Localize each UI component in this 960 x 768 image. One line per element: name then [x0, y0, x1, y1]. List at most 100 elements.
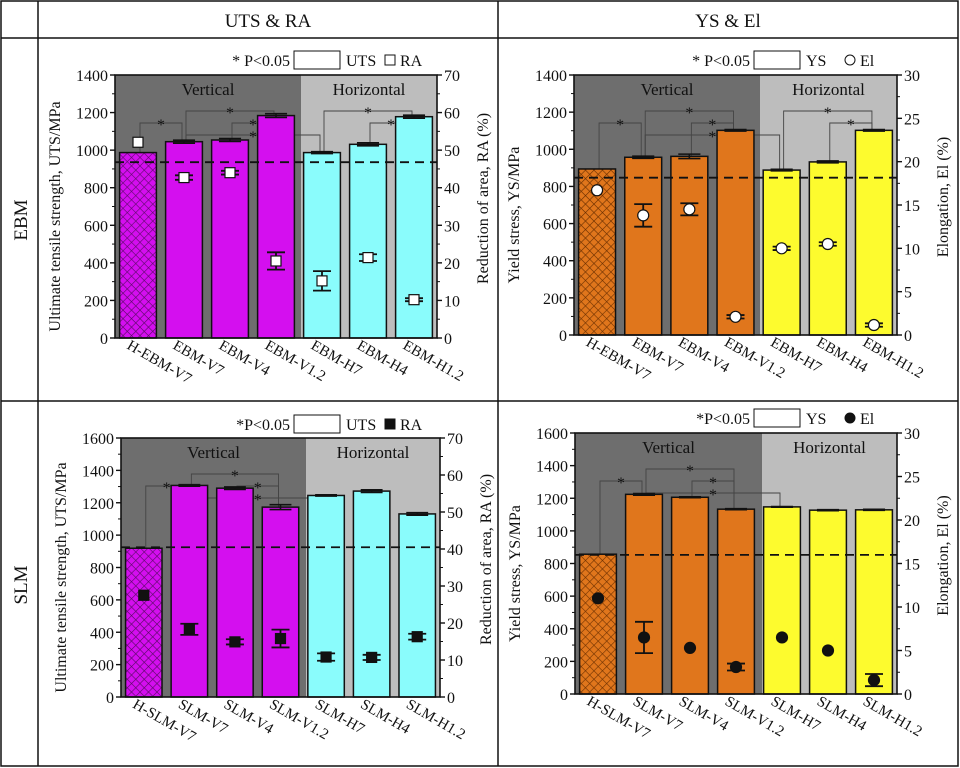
significance-bracket — [599, 480, 643, 555]
bar-error-bar — [269, 503, 292, 511]
chart-panel-2: Vertical Horizontal******0200400600800100… — [506, 50, 952, 385]
marker-SLM-V1.2 — [729, 660, 743, 674]
marker-EBM-V1.2 — [729, 310, 742, 323]
y-tick-label: 1600 — [82, 431, 114, 448]
y-axis-label: Yield stress, YS/MPa — [506, 147, 523, 284]
legend-marker-swatch — [844, 412, 856, 424]
legend: *P<0.05 UTS RA — [236, 414, 423, 434]
x-tick-label: EBM-H1.2 — [400, 338, 466, 385]
y2-tick-label: 25 — [904, 470, 920, 487]
legend-bar-label: YS — [806, 53, 826, 70]
x-tick-label: SLM-H1.2 — [860, 694, 925, 741]
y-tick-label: 800 — [84, 181, 108, 198]
legend-marker-swatch — [384, 54, 396, 66]
y2-tick-label: 70 — [447, 431, 463, 448]
y-tick-label: 0 — [560, 687, 568, 704]
marker-SLM-H4 — [821, 644, 835, 657]
y2-axis-label: Reduction of area, RA (%) — [478, 474, 495, 645]
y2-tick-label: 30 — [904, 68, 920, 85]
bar-SLM-V4 — [215, 487, 254, 698]
marker-H-SLM-V7 — [138, 589, 150, 601]
y-tick-label: 1200 — [535, 105, 567, 122]
bar-SLM-H4 — [352, 490, 391, 698]
y-tick-label: 1200 — [536, 491, 568, 508]
legend-bar-swatch — [753, 408, 801, 428]
marker-H-EBM-V7 — [590, 184, 604, 197]
significance-asterisk: * — [709, 475, 717, 492]
marker-EBM-V1.2 — [270, 255, 282, 267]
chart-panel-4: Vertical Horizontal****020040060080010001… — [507, 408, 952, 743]
x-tick-label: SLM-V4 — [676, 694, 731, 735]
significance-asterisk: * — [709, 487, 717, 504]
bar-error-bar — [264, 112, 288, 119]
x-tick-label: EBM-H4 — [354, 338, 411, 380]
y-tick-label: 200 — [544, 654, 568, 671]
y-tick-label: 200 — [90, 658, 114, 675]
y-tick-label: 1400 — [82, 463, 114, 480]
significance-bracket — [644, 110, 734, 158]
row-header-slm: SLM — [11, 565, 32, 604]
group-label-horizontal: Horizontal — [793, 438, 866, 457]
significance-asterisk: * — [617, 475, 625, 492]
bar-SLM-H7 — [307, 494, 346, 698]
x-tick-label: SLM-H4 — [814, 694, 869, 735]
significance-bracket — [185, 134, 321, 153]
bar-H-SLM-V7 — [124, 547, 163, 698]
significance-asterisk: * — [708, 117, 716, 134]
y-tick-label: 800 — [543, 179, 567, 196]
bar-SLM-H1.2 — [854, 509, 894, 695]
significance-asterisk: * — [249, 117, 257, 134]
bar-error-bar — [178, 483, 201, 488]
y2-tick-label: 0 — [904, 687, 912, 704]
significance-asterisk: * — [226, 105, 234, 122]
group-label-vertical: Vertical — [642, 438, 695, 457]
y2-tick-label: 0 — [447, 690, 455, 707]
chart-panels: Vertical Horizontal******0200400600800100… — [47, 50, 952, 746]
bar-SLM-V7 — [624, 493, 664, 695]
chart-panel-1: Vertical Horizontal******0200400600800100… — [47, 50, 492, 388]
y-tick-label: 1000 — [76, 143, 108, 160]
bar-EBM-V4 — [670, 155, 709, 336]
bar-error-bar — [632, 492, 656, 496]
y-tick-label: 400 — [544, 622, 568, 639]
y-tick-label: 400 — [90, 625, 114, 642]
significance-asterisk: * — [847, 117, 855, 134]
marker-H-SLM-V7 — [591, 592, 605, 605]
y-tick-label: 1600 — [536, 426, 568, 443]
y-tick-label: 1000 — [82, 528, 114, 545]
x-tick-label: EBM-V4 — [675, 335, 732, 377]
group-label-vertical: Vertical — [641, 80, 694, 99]
bar-H-EBM-V7 — [118, 151, 158, 339]
y-tick-label: 200 — [543, 291, 567, 308]
bar-error-bar — [632, 155, 655, 160]
significance-asterisk: * — [824, 105, 832, 122]
legend-marker-swatch — [844, 54, 856, 66]
y2-tick-label: 40 — [444, 181, 460, 198]
y-tick-label: 1000 — [535, 142, 567, 159]
marker-SLM-H1.2 — [867, 673, 881, 687]
y2-tick-label: 10 — [447, 653, 463, 670]
bar-error-bar — [218, 137, 242, 143]
bar-SLM-H1.2 — [398, 513, 437, 698]
bar-error-bar — [678, 153, 701, 160]
legend-marker-label: RA — [400, 417, 423, 434]
y-tick-label: 1400 — [535, 68, 567, 85]
marker-H-EBM-V7 — [132, 136, 144, 148]
bar-error-bar — [770, 505, 794, 509]
marker-EBM-H1.2 — [408, 294, 420, 306]
legend: * P<0.05 UTS RA — [232, 50, 423, 70]
y2-axis-label: Reduction of area, RA (%) — [475, 113, 492, 284]
bar-SLM-V1.2 — [261, 506, 300, 698]
y-tick-label: 1200 — [82, 496, 114, 513]
y2-tick-label: 10 — [444, 293, 460, 310]
y-axis-label: Ultimate tensile strength, UTS/MPa — [53, 462, 70, 692]
y2-tick-label: 40 — [447, 542, 463, 559]
significance-asterisk: * — [364, 105, 372, 122]
significance-asterisk: * — [685, 105, 693, 122]
marker-EBM-H7 — [775, 242, 788, 255]
significance-bracket — [829, 122, 873, 162]
bar-error-bar — [356, 142, 380, 147]
y2-tick-label: 15 — [904, 198, 920, 215]
marker-EBM-H1.2 — [867, 318, 881, 332]
significance-asterisk: * — [231, 468, 239, 485]
